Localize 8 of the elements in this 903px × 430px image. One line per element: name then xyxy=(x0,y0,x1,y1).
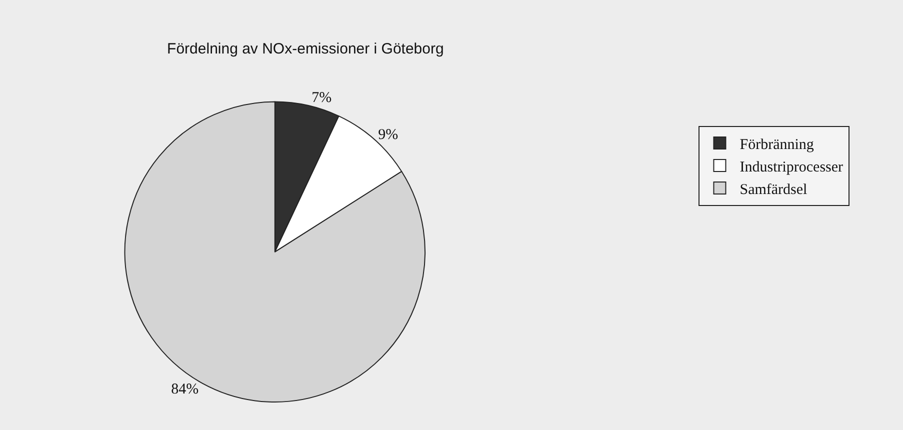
legend-label: Industriprocesser xyxy=(740,159,844,176)
pie-slice xyxy=(124,101,426,402)
legend-label: Förbränning xyxy=(740,136,814,153)
data-label: 7% xyxy=(312,90,332,106)
chart-title: Fördelning av NOx-emissioner i Göteborg xyxy=(167,40,444,58)
legend-label: Samfärdsel xyxy=(740,182,808,198)
data-label: 9% xyxy=(378,126,398,143)
data-label: 84% xyxy=(171,382,199,398)
